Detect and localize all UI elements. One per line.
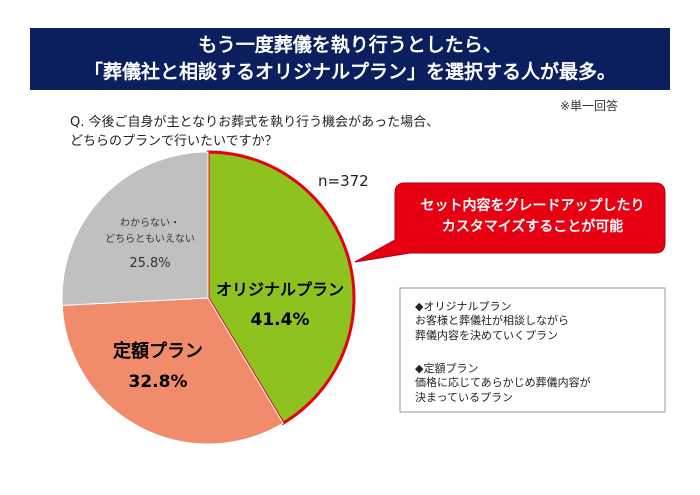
- note: ※単一回答: [560, 99, 619, 113]
- callout-text: セット内容をグレードアップしたり カスタマイズすることが可能: [420, 198, 645, 235]
- description-heading: ◆定額プラン: [415, 362, 479, 375]
- sample-size: n=372: [318, 172, 369, 190]
- pie-slice: [206, 150, 356, 426]
- description-heading: ◆オリジナルプラン: [415, 300, 512, 313]
- question: Q. 今後ご自身が主となりお葬式を執り行う機会があった場合、 どちらのプランで行…: [70, 115, 440, 149]
- pie-slice: [61, 297, 284, 445]
- callout-box: [354, 182, 666, 263]
- value-label: 32.8%: [128, 372, 188, 392]
- pie-slice: [61, 151, 209, 306]
- description-text: お客様と葬儀社が相談しながら 葬儀内容を決めていくプラン: [415, 314, 569, 342]
- description-box: [399, 287, 666, 413]
- header-band: [30, 28, 670, 90]
- slice-label: オリジナルプラン: [215, 280, 344, 299]
- slice-label: わからない・ どちらともいえない: [105, 218, 195, 245]
- value-label: 25.8%: [129, 256, 171, 271]
- description-text: 価格に応じてあらかじめ葬儀内容が 決まっているプラン: [415, 376, 591, 404]
- value-label: 41.4%: [250, 310, 310, 330]
- chart-title: もう一度葬儀を執り行うとしたら、 「葬儀社と相談するオリジナルプラン」を選択する…: [83, 34, 616, 83]
- slice-label: 定額プラン: [113, 341, 203, 362]
